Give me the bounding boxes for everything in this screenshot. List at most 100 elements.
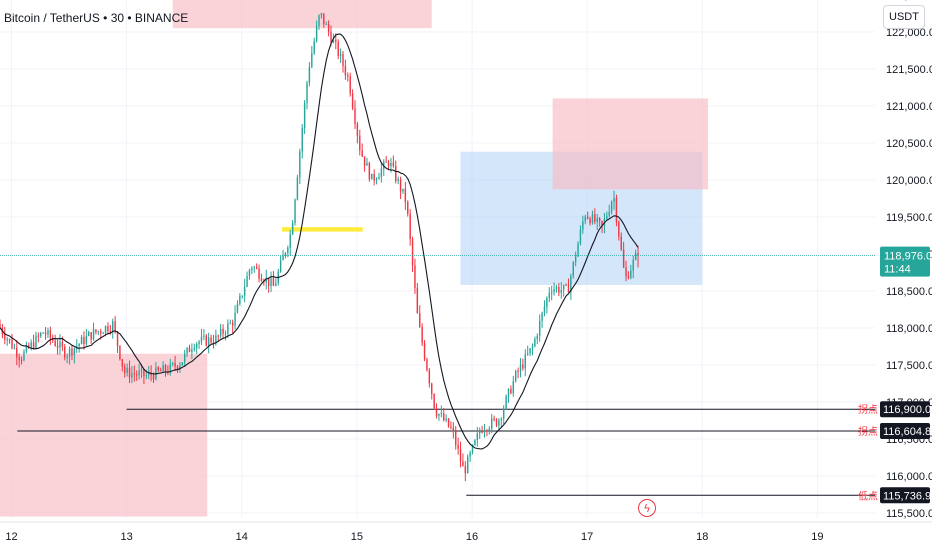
candle-body bbox=[183, 353, 186, 363]
level-price-box bbox=[880, 423, 930, 440]
price-axis[interactable]: 115,500.00116,000.00116,500.00117,000.00… bbox=[875, 0, 932, 550]
symbol-title: Bitcoin / TetherUS • 30 • BINANCE bbox=[4, 11, 188, 25]
candle-body bbox=[236, 303, 239, 313]
candle-body bbox=[181, 362, 184, 366]
candle-body bbox=[100, 331, 102, 334]
candle-body bbox=[13, 347, 16, 349]
y-tick-label: 121,000.00 bbox=[886, 101, 932, 113]
candle-body bbox=[536, 335, 539, 339]
candle-body bbox=[610, 201, 613, 212]
candle-body bbox=[59, 341, 61, 348]
candle-body bbox=[342, 54, 344, 67]
candle-body bbox=[529, 348, 531, 354]
candle-body bbox=[284, 253, 287, 256]
candle-body bbox=[299, 151, 301, 178]
candle-body bbox=[443, 413, 445, 421]
candle-body bbox=[572, 261, 574, 277]
candle-body bbox=[212, 342, 215, 344]
candle-body bbox=[591, 214, 594, 224]
candle-body bbox=[279, 260, 282, 272]
candle-body bbox=[193, 348, 196, 350]
candle-body bbox=[478, 431, 481, 434]
candle-body bbox=[44, 332, 47, 335]
y-tick-label: 117,500.00 bbox=[886, 360, 932, 372]
candle-body bbox=[622, 249, 625, 268]
candle-body bbox=[620, 236, 622, 250]
candle-body bbox=[411, 239, 414, 266]
level-price-label: 115,736.92 bbox=[883, 490, 932, 502]
candle-body bbox=[6, 339, 8, 341]
candle-body bbox=[339, 54, 342, 56]
zone-supply-right[interactable] bbox=[552, 98, 709, 190]
candle-body bbox=[634, 253, 637, 260]
candle-body bbox=[23, 351, 25, 361]
candle-body bbox=[455, 431, 457, 446]
candle-body bbox=[541, 312, 543, 321]
candle-body bbox=[553, 289, 555, 293]
candle-body bbox=[615, 198, 618, 222]
candle-body bbox=[335, 39, 337, 42]
candle-body bbox=[474, 440, 476, 445]
x-tick-label: 19 bbox=[811, 531, 823, 543]
candle-body bbox=[467, 456, 469, 474]
candle-body bbox=[243, 286, 246, 296]
candle-body bbox=[486, 430, 488, 432]
candle-body bbox=[565, 284, 567, 286]
candle-body bbox=[294, 199, 296, 223]
candle-body bbox=[318, 15, 320, 27]
candle-body bbox=[514, 370, 517, 382]
candle-body bbox=[488, 428, 491, 432]
candle-body bbox=[73, 348, 76, 356]
candle-body bbox=[507, 388, 510, 397]
candle-body bbox=[351, 93, 354, 109]
level-price-label: 116,900.05 bbox=[883, 404, 932, 416]
zone-supply-top[interactable] bbox=[172, 0, 432, 29]
candle-body bbox=[562, 284, 565, 290]
candle-body bbox=[246, 275, 248, 287]
candle-body bbox=[627, 276, 630, 279]
candle-body bbox=[147, 372, 150, 376]
candle-body bbox=[311, 53, 313, 68]
candle-body bbox=[121, 359, 124, 367]
candle-body bbox=[145, 375, 148, 377]
candle-body bbox=[349, 76, 351, 94]
candle-body bbox=[505, 396, 507, 409]
candle-body bbox=[433, 393, 435, 409]
candle-body bbox=[361, 150, 363, 157]
candle-body bbox=[56, 345, 59, 348]
candle-body bbox=[195, 343, 198, 349]
candle-body bbox=[570, 276, 572, 293]
candle-body bbox=[11, 339, 13, 349]
current-price-box bbox=[880, 246, 930, 277]
currency-button[interactable]: USDT bbox=[883, 5, 925, 29]
candle-body bbox=[546, 297, 548, 307]
candle-body bbox=[124, 366, 126, 374]
y-tick-label: 116,000.00 bbox=[886, 471, 932, 483]
level-tag: 拐点 bbox=[858, 425, 878, 438]
candle-body bbox=[510, 388, 512, 394]
lightning-icon[interactable]: ϟ bbox=[638, 499, 656, 517]
candle-body bbox=[114, 321, 116, 332]
candle-body bbox=[157, 367, 160, 371]
candle-body bbox=[207, 337, 210, 346]
candle-body bbox=[524, 354, 527, 369]
candle-body bbox=[253, 267, 255, 269]
candle-body bbox=[315, 26, 318, 42]
candle-body bbox=[308, 67, 311, 83]
candle-body bbox=[282, 255, 284, 261]
zone-demand-left[interactable] bbox=[0, 353, 208, 517]
candle-body bbox=[375, 179, 378, 181]
candle-body bbox=[186, 347, 188, 354]
candle-body bbox=[613, 198, 615, 202]
candle-body bbox=[16, 347, 18, 358]
candle-body bbox=[174, 363, 176, 367]
time-axis[interactable]: 12 13 14 15 16 17 18 19 bbox=[0, 521, 932, 543]
zone-yellow-mark[interactable] bbox=[282, 227, 363, 232]
candle-body bbox=[450, 426, 452, 428]
y-tick-label: 118,500.00 bbox=[886, 286, 932, 298]
candle-body bbox=[66, 356, 68, 358]
candle-body bbox=[8, 339, 11, 341]
candle-body bbox=[64, 346, 66, 358]
candle-body bbox=[323, 13, 325, 25]
